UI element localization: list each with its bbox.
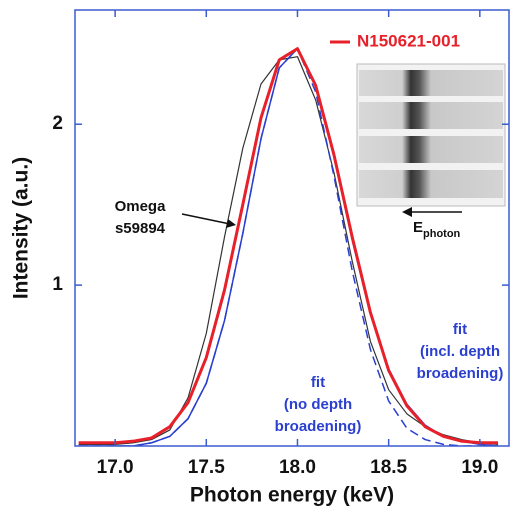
inset-label-sub: photon [423,228,461,240]
inset-arrowhead [402,207,412,217]
annotation-arrowhead [226,219,236,228]
legend-label: N150621-001 [357,31,460,50]
x-tick-label: 18.5 [370,457,407,478]
plot-frame [74,9,510,447]
inset-image [356,63,506,207]
annotation: (incl. depth [420,343,500,360]
inset-label: Ephoton [413,219,461,240]
annotation: fit [311,374,325,391]
annotation: s59894 [115,220,166,237]
x-tick-label: 17.0 [97,457,134,478]
x-axis-title: Photon energy (keV) [190,484,394,507]
x-tick-label: 18.0 [279,457,316,478]
annotation: fit [453,321,467,338]
y-tick-label: 2 [52,113,63,134]
x-tick-label: 19.0 [461,457,498,478]
y-tick-label: 1 [52,274,63,295]
series-line [78,47,499,445]
annotation: (no depth [284,396,352,413]
plot-area [78,47,499,446]
annotation: broadening) [275,418,362,435]
inset-label-main: E [413,219,423,236]
annotation-arrow [181,213,231,225]
annotation: Omega [115,198,167,215]
x-tick-label: 17.5 [188,457,225,478]
annotation: broadening) [417,365,504,382]
y-axis-title: Intensity (a.u.) [10,157,33,299]
